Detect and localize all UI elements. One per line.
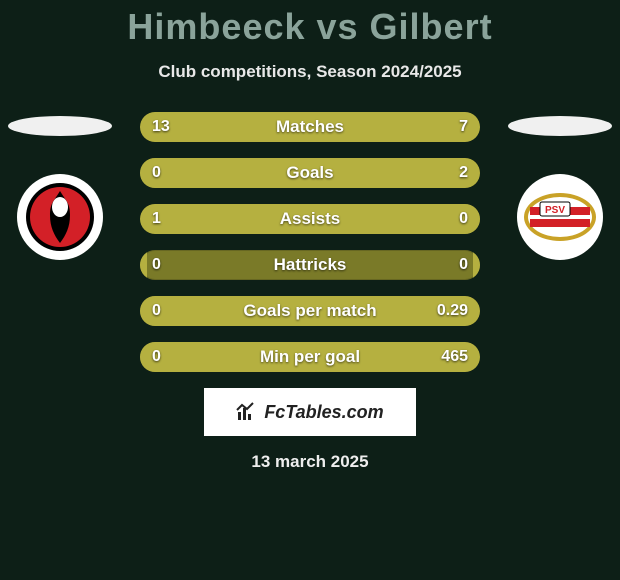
right-club-badge: PSV [517,174,603,260]
left-club-badge [17,174,103,260]
stat-row: 137Matches [140,112,480,142]
watermark-badge: FcTables.com [204,388,416,436]
left-oval-decoration [8,116,112,136]
page-title: Himbeeck vs Gilbert [0,0,620,48]
watermark-text: FcTables.com [264,402,383,423]
stat-row: 0465Min per goal [140,342,480,372]
stat-row: 02Goals [140,158,480,188]
stat-label: Assists [140,204,480,234]
stat-row: 10Assists [140,204,480,234]
stats-bars: 137Matches 02Goals 10Assists 00Hattricks 00.… [140,104,480,372]
stat-row: 00.29Goals per match [140,296,480,326]
svg-text:PSV: PSV [545,205,565,216]
comparison-area: PSV 137Matches 02Goals 10Assists 00Hattrick… [0,104,620,372]
watermark-chart-icon [236,402,258,422]
date-text: 13 march 2025 [0,452,620,472]
stat-row: 00Hattricks [140,250,480,280]
subtitle: Club competitions, Season 2024/2025 [0,62,620,82]
stat-label: Matches [140,112,480,142]
stat-label: Min per goal [140,342,480,372]
left-club-crest-icon [24,181,96,253]
stat-label: Hattricks [140,250,480,280]
right-oval-decoration [508,116,612,136]
right-club-crest-icon: PSV [522,190,598,244]
stat-label: Goals per match [140,296,480,326]
stat-label: Goals [140,158,480,188]
